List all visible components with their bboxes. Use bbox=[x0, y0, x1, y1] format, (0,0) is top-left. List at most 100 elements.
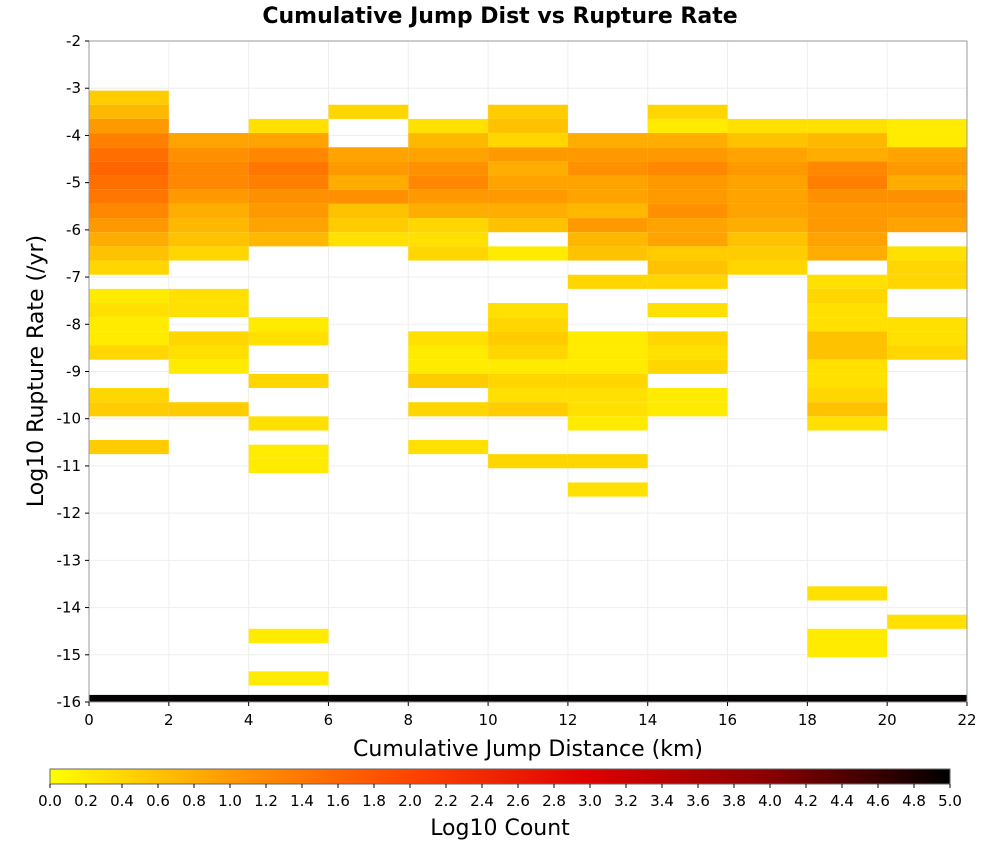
colorbar-tick-label: 3.6 bbox=[686, 792, 710, 810]
heatmap-cell bbox=[567, 175, 648, 190]
heatmap-cell bbox=[328, 104, 409, 119]
heatmap-cell bbox=[408, 218, 489, 233]
heatmap-cell bbox=[328, 203, 409, 219]
heatmap-cell bbox=[647, 232, 728, 247]
heatmap-cell bbox=[488, 118, 568, 134]
heatmap-cell bbox=[807, 402, 888, 417]
colorbar-tick-label: 0.2 bbox=[74, 792, 98, 810]
heatmap-cell bbox=[89, 288, 169, 304]
heatmap-cell bbox=[248, 444, 329, 459]
heatmap-cell bbox=[168, 218, 249, 233]
y-tick-label: -2 bbox=[66, 32, 81, 50]
heatmap-cell bbox=[488, 161, 568, 176]
heatmap-cell bbox=[89, 331, 169, 346]
heatmap-cell bbox=[647, 331, 728, 346]
heatmap-cell bbox=[807, 317, 888, 332]
x-tick-label: 22 bbox=[957, 711, 976, 729]
heatmap-cell bbox=[328, 218, 409, 233]
colorbar-tick-label: 1.6 bbox=[326, 792, 350, 810]
heatmap-cell bbox=[248, 218, 329, 233]
heatmap-cell bbox=[408, 189, 489, 204]
heatmap-cell bbox=[567, 331, 648, 346]
heatmap-cell bbox=[168, 203, 249, 219]
y-tick-label: -16 bbox=[57, 693, 82, 711]
heatmap-cell bbox=[89, 147, 169, 162]
heatmap-cell bbox=[488, 133, 568, 148]
colorbar-tick-label: 3.2 bbox=[614, 792, 638, 810]
x-tick-label: 8 bbox=[403, 711, 413, 729]
colorbar-tick-label: 4.6 bbox=[866, 792, 890, 810]
heatmap-cell bbox=[168, 161, 249, 176]
heatmap-cell bbox=[248, 189, 329, 204]
heatmap-cell bbox=[89, 246, 169, 261]
heatmap-cell bbox=[408, 402, 489, 417]
y-tick-label: -12 bbox=[57, 504, 82, 522]
heatmap-cell bbox=[168, 359, 249, 374]
x-tick-label: 0 bbox=[84, 711, 94, 729]
heatmap-cell bbox=[727, 118, 808, 134]
y-tick-label: -3 bbox=[66, 79, 81, 97]
heatmap-cell bbox=[248, 458, 329, 474]
colorbar-tick-label: 3.8 bbox=[722, 792, 746, 810]
colorbar-tick-label: 1.4 bbox=[290, 792, 314, 810]
heatmap-cell bbox=[807, 161, 888, 176]
heatmap-cell bbox=[567, 218, 648, 233]
heatmap-cell bbox=[887, 118, 967, 134]
heatmap-cell bbox=[488, 246, 568, 261]
heatmap-cell bbox=[248, 118, 329, 134]
heatmap-cell bbox=[89, 260, 169, 275]
heatmap-cell bbox=[89, 232, 169, 247]
heatmap-cell bbox=[727, 203, 808, 219]
heatmap-cell bbox=[168, 303, 249, 318]
heatmap-cell bbox=[488, 203, 568, 219]
heatmap-cell bbox=[887, 189, 967, 204]
x-tick-label: 18 bbox=[798, 711, 817, 729]
heatmap-cell bbox=[807, 373, 888, 389]
y-tick-label: -11 bbox=[57, 457, 82, 475]
y-axis-ticks: -2 -3 -4 -5 -6 -7 -8 -9 -10 -11 -12 -13 -14 -15 -16 bbox=[57, 32, 89, 711]
heatmap-cell bbox=[488, 331, 568, 346]
heatmap-cell bbox=[248, 331, 329, 346]
heatmap-cell bbox=[647, 203, 728, 219]
heatmap-cell bbox=[168, 246, 249, 261]
y-tick-label: -13 bbox=[57, 551, 82, 569]
heatmap-cell bbox=[168, 133, 249, 148]
heatmap-cell bbox=[887, 147, 967, 162]
heatmap-cell bbox=[248, 203, 329, 219]
heatmap-cell bbox=[807, 118, 888, 134]
chart-title: Cumulative Jump Dist vs Rupture Rate bbox=[262, 4, 737, 29]
y-tick-label: -10 bbox=[57, 410, 82, 428]
heatmap-cell bbox=[248, 161, 329, 176]
heatmap-cell bbox=[168, 147, 249, 162]
heatmap-cell bbox=[887, 175, 967, 190]
heatmap-cell bbox=[647, 274, 728, 289]
heatmap-cell bbox=[567, 203, 648, 219]
x-tick-label: 14 bbox=[638, 711, 657, 729]
x-tick-label: 20 bbox=[878, 711, 897, 729]
heatmap-cell bbox=[647, 402, 728, 417]
colorbar-label: Log10 Count bbox=[430, 816, 570, 841]
heatmap-cell bbox=[567, 416, 648, 431]
heatmap-cell bbox=[567, 274, 648, 289]
heatmap-cell bbox=[887, 203, 967, 219]
y-tick-label: -8 bbox=[66, 315, 81, 333]
heatmap-cell bbox=[328, 147, 409, 162]
heatmap-cell bbox=[567, 189, 648, 204]
heatmap-cell bbox=[89, 402, 169, 417]
heatmap-cell bbox=[727, 175, 808, 190]
colorbar-tick-label: 0.6 bbox=[146, 792, 170, 810]
colorbar-tick-label: 1.2 bbox=[254, 792, 278, 810]
heatmap-cell bbox=[807, 345, 888, 360]
y-tick-label: -9 bbox=[66, 363, 81, 381]
heatmap-cell bbox=[89, 203, 169, 219]
colorbar-tick-label: 4.2 bbox=[794, 792, 818, 810]
heatmap-cell bbox=[248, 373, 329, 389]
heatmap-cell bbox=[89, 439, 169, 455]
heatmap-cell bbox=[408, 359, 489, 374]
heatmap-cell bbox=[408, 203, 489, 219]
heatmap-cell bbox=[408, 232, 489, 247]
x-tick-label: 12 bbox=[558, 711, 577, 729]
heatmap-cell bbox=[807, 189, 888, 204]
heatmap-cell bbox=[887, 133, 967, 148]
